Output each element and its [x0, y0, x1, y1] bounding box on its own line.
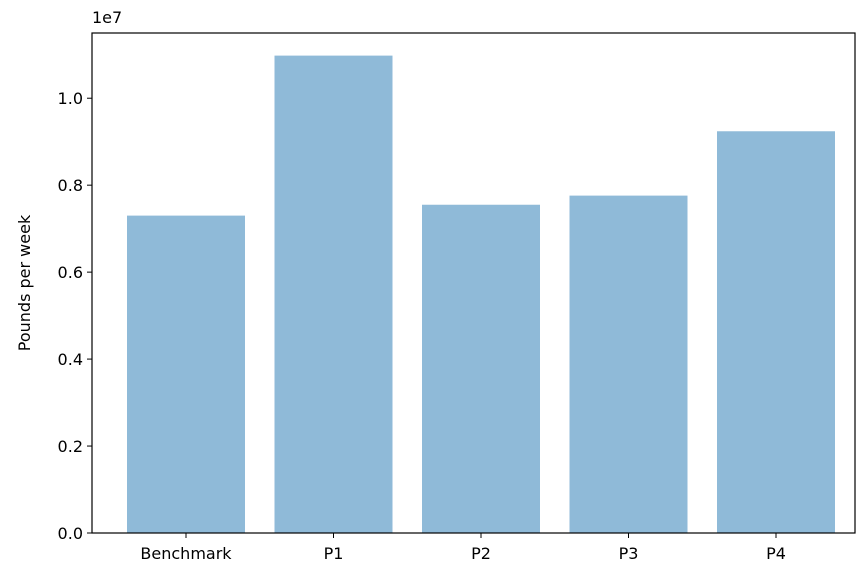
- x-tick-label: P2: [471, 544, 491, 563]
- x-tick-label: P1: [324, 544, 344, 563]
- y-tick-label: 0.4: [58, 350, 83, 369]
- axes-frame: [91, 32, 856, 534]
- bar-p4: [717, 131, 835, 533]
- y-offset-label: 1e7: [92, 8, 122, 27]
- y-ticks-group: 0.0 0.2 0.4 0.6 0.8 1.0: [58, 89, 92, 543]
- y-tick-label: 0.8: [58, 176, 83, 195]
- bar-benchmark: [127, 215, 245, 533]
- x-ticks-group: Benchmark P1 P2 P3 P4: [140, 533, 786, 563]
- bar-p2: [422, 204, 540, 533]
- bar-p1: [274, 55, 393, 533]
- y-tick-label: 0.2: [58, 437, 83, 456]
- x-tick-label: Benchmark: [140, 544, 232, 563]
- y-tick-label: 0.6: [58, 263, 83, 282]
- y-axis-label: Pounds per week: [15, 214, 34, 351]
- bars-group: [127, 55, 835, 533]
- x-tick-label: P4: [766, 544, 786, 563]
- y-tick-label: 0.0: [58, 524, 83, 543]
- bar-p3: [569, 195, 688, 533]
- y-tick-label: 1.0: [58, 89, 83, 108]
- x-tick-label: P3: [619, 544, 639, 563]
